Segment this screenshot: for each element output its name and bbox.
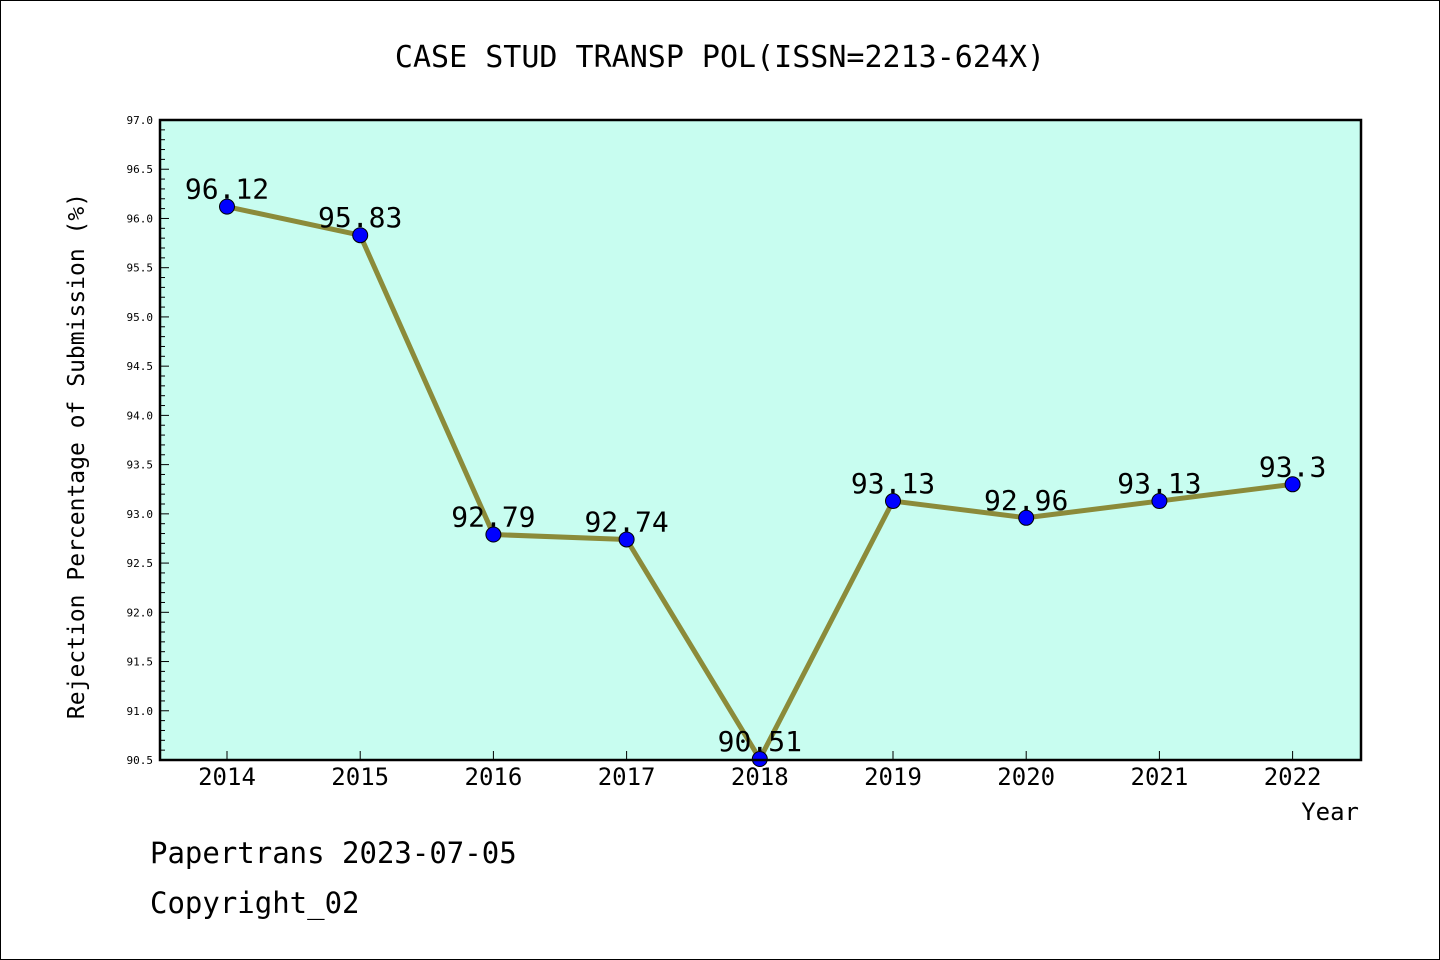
data-label: 92.74	[584, 505, 668, 538]
x-tick-label: 2017	[598, 763, 656, 791]
data-point	[352, 227, 369, 244]
footer-copyright: Copyright_02	[150, 886, 360, 920]
x-tick-label: 2019	[864, 763, 922, 791]
data-label: 90.51	[718, 725, 802, 758]
y-tick-label: 92.0	[127, 606, 154, 619]
data-label: 93.3	[1259, 450, 1326, 483]
x-tick-label: 2016	[465, 763, 523, 791]
y-tick-label: 95.0	[127, 311, 154, 324]
x-tick-label: 2015	[331, 763, 389, 791]
y-tick-label: 97.0	[127, 114, 154, 127]
y-axis-label: Rejection Percentage of Submission (%)	[64, 193, 90, 719]
data-label: 93.13	[1117, 467, 1201, 500]
data-point	[1284, 476, 1301, 493]
y-tick-label: 91.5	[127, 656, 154, 669]
data-labels-group: 96.12 95.83 92.79 92.74 90.51 93.13 92.96 93.13…	[185, 173, 1326, 758]
data-label: 92.96	[984, 484, 1068, 517]
data-label: 96.12	[185, 173, 269, 206]
x-tick-label: 2020	[997, 763, 1055, 791]
plot-area	[160, 120, 1361, 760]
data-point	[219, 198, 235, 215]
y-tick-label: 91.0	[127, 705, 154, 718]
data-label: 95.83	[318, 201, 402, 234]
footer-date: Papertrans 2023-07-05	[150, 836, 517, 870]
data-point	[1018, 509, 1035, 526]
data-point	[885, 493, 901, 510]
x-tick-label: 2014	[198, 763, 256, 791]
x-tick-label: 2022	[1264, 763, 1322, 791]
data-point	[618, 531, 635, 548]
chart-title: CASE STUD TRANSP POL(ISSN=2213-624X)	[395, 40, 1045, 75]
markers-group	[219, 198, 1301, 768]
y-tick-label: 96.0	[127, 212, 154, 225]
y-tick-label: 90.5	[127, 754, 154, 767]
y-tick-label: 96.5	[127, 163, 154, 176]
data-point	[1151, 493, 1168, 510]
x-axis: 2014 2015 2016 2017 2018 2019 2020 2021 2022	[198, 751, 1321, 791]
plot-border	[158, 118, 1363, 762]
x-tick-label: 2021	[1131, 763, 1189, 791]
y-tick-label: 92.5	[127, 557, 154, 570]
y-tick-label: 93.0	[127, 508, 154, 521]
y-axis: 90.5 91.0 91.5 92.0 92.5 93.0 93.5 94.0 94.5 95.0…	[127, 114, 169, 767]
y-tick-label: 95.5	[127, 262, 154, 275]
y-tick-label: 93.5	[127, 459, 154, 472]
y-tick-label: 94.5	[127, 360, 154, 373]
x-tick-label: 2018	[731, 763, 789, 791]
x-axis-label: Year	[1301, 798, 1359, 826]
y-tick-label: 94.0	[127, 409, 154, 422]
data-point	[485, 526, 502, 543]
data-label: 93.13	[851, 467, 935, 500]
data-label: 92.79	[451, 501, 535, 534]
